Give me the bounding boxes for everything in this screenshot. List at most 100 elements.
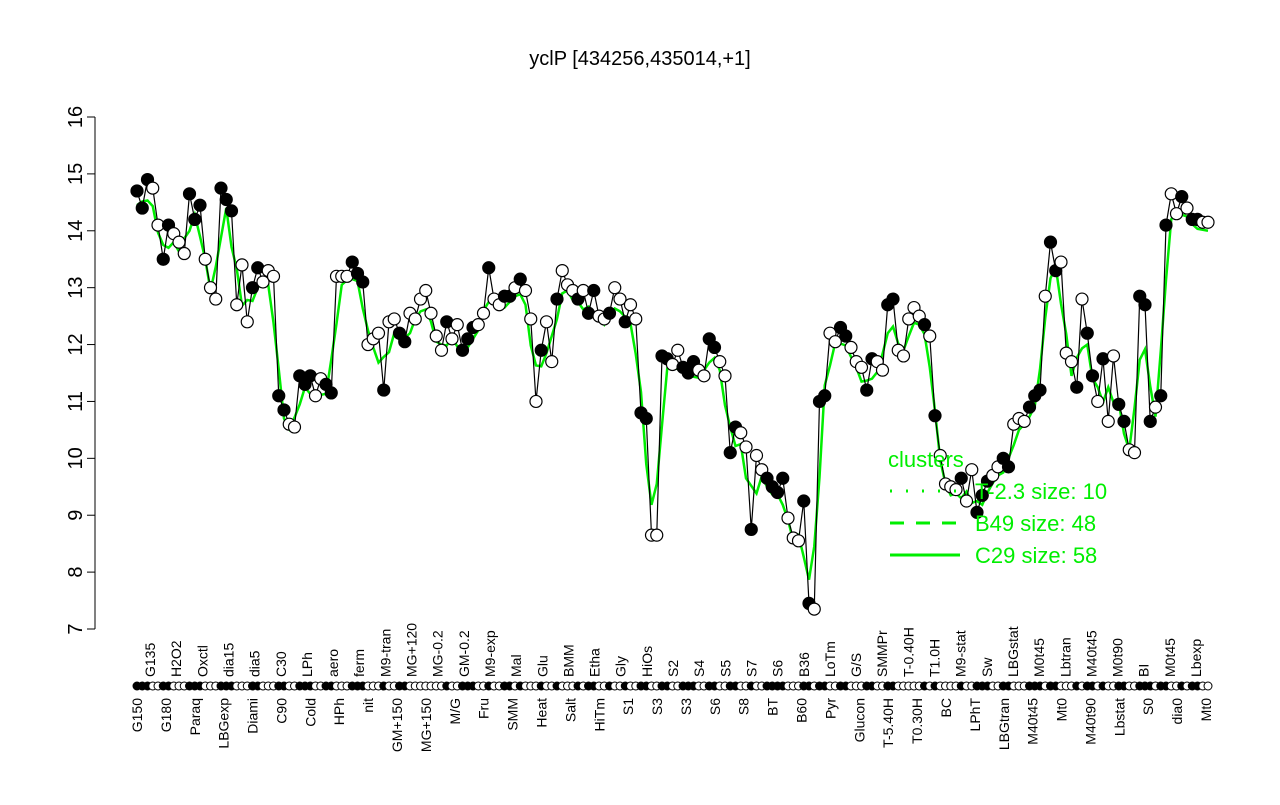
- data-point: [1085, 369, 1100, 383]
- x-tick-label: B60: [794, 698, 810, 723]
- data-point: [188, 212, 202, 226]
- x-tick-label: M9-tran: [377, 629, 393, 677]
- data-point: [671, 343, 685, 357]
- x-tick-label: M40t90: [1082, 698, 1098, 745]
- x-tick-label: G150: [129, 698, 145, 732]
- data-point: [277, 403, 291, 417]
- data-point: [476, 306, 491, 320]
- x-tick-label: BI: [1136, 664, 1152, 677]
- x-tick-label: S8: [736, 698, 752, 715]
- x-tick-label: H2O2: [168, 640, 184, 677]
- data-point: [965, 463, 979, 477]
- data-point: [602, 306, 617, 320]
- x-tick-label: MG+120: [404, 623, 420, 677]
- data-point: [854, 360, 869, 374]
- data-point: [1101, 414, 1115, 428]
- data-point: [1117, 414, 1131, 428]
- data-point: [219, 192, 233, 207]
- x-tick-label: M/G: [447, 698, 463, 724]
- y-tick-label: 11: [65, 391, 87, 412]
- x-tick-label: G/S: [848, 653, 864, 677]
- y-tick-label: 7: [65, 623, 87, 634]
- data-point: [461, 332, 475, 346]
- x-tick-label: Oxctl: [194, 645, 210, 677]
- x-tick-label: B36: [796, 652, 812, 677]
- data-point: [1180, 201, 1194, 215]
- data-point: [1159, 218, 1173, 232]
- data-point: [482, 261, 496, 275]
- x-tick-label: Lbstat: [1111, 698, 1127, 736]
- data-point: [130, 184, 144, 198]
- x-tick-label: Mt0: [1198, 698, 1214, 722]
- legend-label-1: B49 size: 48: [975, 511, 1096, 536]
- x-tick-label: GM+150: [389, 698, 405, 752]
- x-tick-label: S6: [770, 660, 786, 677]
- x-tick-label: M0t45: [1031, 638, 1047, 677]
- data-point: [1201, 215, 1215, 229]
- data-point: [324, 386, 338, 400]
- data-point: [1112, 397, 1126, 411]
- data-point: [256, 275, 270, 289]
- data-point: [272, 389, 286, 403]
- legend-label-2: C29 size: 58: [975, 543, 1097, 568]
- x-tick-label: S5: [717, 660, 733, 677]
- x-tick-label: S2: [665, 660, 681, 677]
- data-point: [156, 252, 170, 266]
- data-point: [739, 440, 753, 454]
- data-point: [828, 335, 842, 349]
- data-point: [1138, 298, 1152, 312]
- data-point: [1054, 255, 1068, 269]
- x-tick-label: S6: [707, 698, 723, 715]
- data-point: [1091, 394, 1105, 409]
- x-tick-label: M9-stat: [953, 630, 969, 677]
- data-point: [135, 201, 149, 215]
- data-point: [345, 255, 359, 269]
- x-tick-label: MG+150: [418, 698, 434, 752]
- x-tick-label: GM-0.2: [456, 630, 472, 677]
- series-black: [130, 172, 1215, 616]
- x-tick-label: Glu: [534, 655, 550, 677]
- data-point: [791, 534, 806, 548]
- data-point: [1143, 414, 1157, 428]
- data-point: [928, 409, 942, 423]
- data-point: [182, 187, 197, 201]
- data-point: [471, 318, 485, 332]
- data-point: [650, 528, 664, 542]
- x-tick-label: dia15: [220, 643, 236, 677]
- data-point: [518, 283, 533, 298]
- data-point: [587, 283, 601, 298]
- x-tick-label: S1: [620, 698, 636, 715]
- data-point: [749, 448, 764, 463]
- x-tick-label: aero: [325, 649, 341, 677]
- data-point: [445, 332, 459, 346]
- x-tick-label: Mal: [508, 654, 524, 677]
- rug-point: [1203, 681, 1213, 691]
- data-point: [917, 318, 932, 332]
- x-tick-label: Paraq: [187, 698, 203, 735]
- data-point: [224, 204, 239, 218]
- data-point: [639, 411, 653, 426]
- data-point: [959, 494, 974, 508]
- data-point: [356, 275, 370, 289]
- data-point: [1175, 190, 1189, 204]
- x-axis-labels: G135 H2O2 Oxctl dia15 dia5 C30 LPh aero ferm M9-t…: [129, 623, 1214, 752]
- data-point: [875, 363, 890, 377]
- data-point: [1070, 380, 1084, 394]
- x-tick-label: BT: [765, 698, 781, 716]
- x-tick-label: Mt0: [1054, 698, 1070, 722]
- x-tick-label: M0t45: [1162, 638, 1178, 677]
- y-tick-label: 12: [65, 333, 87, 355]
- data-point: [608, 281, 622, 295]
- data-point: [629, 312, 643, 326]
- data-point: [807, 602, 821, 616]
- data-point: [240, 315, 254, 329]
- x-tick-label: Fru: [476, 698, 492, 719]
- x-tick-label: M40t45: [1025, 698, 1041, 745]
- data-point: [203, 281, 218, 295]
- data-point: [450, 318, 464, 332]
- x-tick-label: T0.30H: [909, 698, 925, 744]
- x-tick-label: M0t90: [1110, 638, 1126, 677]
- x-tick-label: Etha: [587, 648, 603, 677]
- data-point: [1017, 414, 1031, 428]
- data-point: [623, 298, 638, 312]
